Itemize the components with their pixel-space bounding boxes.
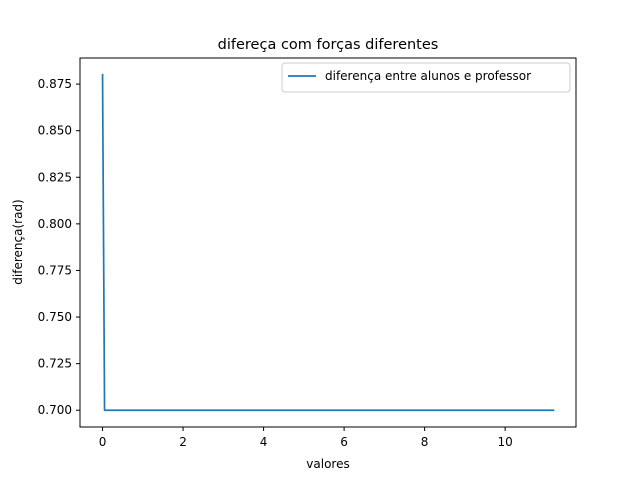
legend: diferença entre alunos e professor xyxy=(281,62,571,93)
y-axis-ticks: 0.700 0.725 0.750 0.775 0.800 0.825 0.850 0.875 xyxy=(38,77,80,417)
x-axis-label: valores xyxy=(306,457,349,471)
x-tick-label: 6 xyxy=(340,435,348,449)
series-group xyxy=(101,73,555,412)
y-tick-label: 0.875 xyxy=(38,77,72,91)
x-tick-label: 10 xyxy=(498,435,513,449)
chart-title: difereça com forças diferentes xyxy=(218,37,439,53)
y-axis-label: diferença(rad) xyxy=(11,199,25,284)
x-tick-label: 8 xyxy=(421,435,429,449)
y-tick-label: 0.775 xyxy=(38,263,72,277)
y-tick-label: 0.700 xyxy=(38,403,72,417)
plot-area-group xyxy=(80,58,576,427)
plot-frame xyxy=(79,57,577,428)
y-tick-label: 0.850 xyxy=(38,124,72,138)
x-axis-ticks: 0 2 4 6 8 10 xyxy=(99,427,513,449)
y-tick-label: 0.800 xyxy=(38,217,72,231)
plot-background xyxy=(80,58,576,427)
y-tick-label: 0.750 xyxy=(38,310,72,324)
y-tick-label: 0.725 xyxy=(38,357,72,371)
legend-label-diferenca: diferença entre alunos e professor xyxy=(325,69,531,83)
legend-box xyxy=(281,62,571,93)
x-tick-label: 2 xyxy=(179,435,187,449)
x-tick-label: 4 xyxy=(260,435,268,449)
series-line-0 xyxy=(101,73,555,412)
x-tick-label: 0 xyxy=(99,435,107,449)
y-tick-label: 0.825 xyxy=(38,170,72,184)
